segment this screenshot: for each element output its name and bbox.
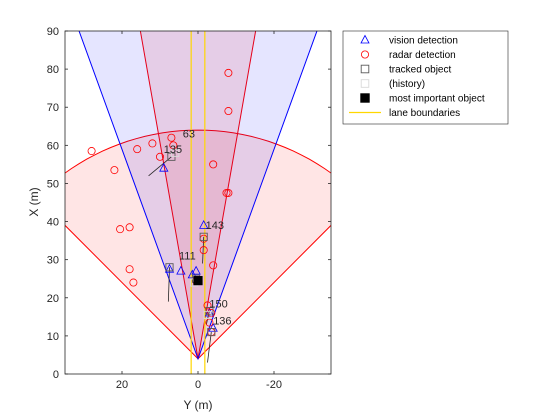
track-heading-line-3 (205, 311, 210, 325)
data-point-circle-1-20 (203, 301, 212, 310)
legend-marker-2 (360, 64, 370, 74)
data-point-circle-1-16 (209, 261, 218, 270)
y-tick-label: 70 (47, 102, 59, 114)
coverage-layer (65, 31, 331, 361)
data-point-circle-1-11 (224, 188, 233, 197)
legend-label-1: radar detection (389, 50, 456, 61)
data-point-square-3-0 (171, 148, 180, 158)
data-point-triangle-0-2 (191, 265, 201, 275)
plot-area-background (65, 31, 331, 374)
coverage-area-radar-0 (65, 129, 331, 360)
lane-layer (190, 31, 206, 374)
data-point-circle-1-5 (167, 133, 176, 142)
data-point-circle-1-4 (155, 152, 164, 161)
legend-label-0: vision detection (389, 36, 458, 47)
data-point-circle-1-9 (209, 160, 218, 169)
legend-label-5: lane boundaries (389, 108, 460, 119)
track-heading-line-1 (202, 236, 205, 264)
legend: vision detection radar detection tracked o… (342, 30, 509, 125)
coverage-area-vision-2 (78, 31, 318, 361)
data-point-square-3-2 (203, 310, 212, 319)
data-point-circle-1-8 (224, 107, 233, 116)
data-point-circle-1-7 (224, 68, 233, 77)
legend-marker-1 (360, 50, 369, 59)
data-point-triangle-0-1 (199, 220, 209, 229)
x-axis-label: Y (m) (183, 398, 212, 412)
data-point-triangle-0-3 (176, 265, 186, 275)
track-id-label: 111 (179, 251, 196, 263)
data-point-circle-1-3 (148, 139, 157, 148)
track-id-label: 143 (206, 220, 224, 232)
data-point-circle-1-2 (133, 145, 142, 154)
track-id-label: 135 (164, 144, 182, 156)
data-point-triangle-0-0 (159, 162, 169, 172)
track-id-label: 136 (213, 315, 231, 327)
coverage-area-radar-1 (139, 31, 257, 359)
data-point-triangle-0-5 (164, 263, 175, 273)
data-point-square-2-1 (199, 232, 208, 241)
y-tick-label: 80 (47, 64, 59, 76)
legend-label-4: most important object (389, 94, 485, 105)
track-id-label: 63 (183, 129, 195, 141)
data-point-triangle-0-7 (208, 322, 218, 332)
data-point-circle-1-17 (125, 265, 134, 274)
legend-marker-4 (360, 93, 370, 103)
legend-box (342, 30, 509, 125)
y-tick-label: 50 (47, 178, 59, 190)
track-heading-line-2 (167, 267, 170, 302)
y-tick-label: 30 (47, 255, 59, 267)
data-point-circle-1-13 (125, 223, 134, 232)
y-tick-label: 10 (47, 331, 59, 343)
legend-marker-0 (360, 34, 370, 44)
y-axis-label: X (m) (27, 187, 41, 216)
data-point-circle-1-12 (116, 225, 125, 234)
data-point-square-2-5 (207, 328, 216, 337)
track-id-label: 150 (209, 298, 227, 310)
data-point-circle-1-18 (129, 278, 138, 287)
y-tick-label: 20 (47, 293, 59, 305)
data-point-filled-square-4-0 (193, 276, 203, 286)
x-tick-label: 20 (116, 379, 128, 391)
data-point-circle-1-0 (87, 147, 96, 156)
axis-layer: 20 0 -20 0 10 20 30 40 50 60 70 80 90 (47, 26, 331, 391)
legend-label-3: (history) (389, 79, 425, 90)
track-heading-line-4 (207, 332, 212, 363)
data-point-circle-1-10 (222, 188, 231, 197)
data-point-circle-1-15 (199, 246, 208, 255)
marker-layer (87, 68, 233, 337)
y-tick-label: 90 (47, 26, 59, 38)
y-tick-label: 60 (47, 140, 59, 152)
x-tick-label: 0 (195, 379, 201, 391)
legend-label-2: tracked object (389, 65, 451, 76)
legend-marker-3 (360, 79, 370, 88)
y-tick-label: 0 (53, 369, 59, 381)
data-point-circle-1-1 (110, 166, 119, 175)
y-tick-label: 40 (47, 217, 59, 229)
data-point-square-2-2 (165, 263, 174, 272)
x-tick-label: -20 (266, 379, 282, 391)
